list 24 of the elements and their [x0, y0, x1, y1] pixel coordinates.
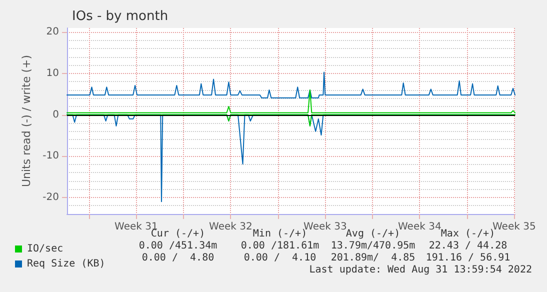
y-tick-label: -20: [42, 192, 59, 203]
legend-label: Req Size (KB): [27, 258, 106, 270]
text: Last update: Wed Aug 31 13:59:54 2022: [309, 264, 532, 276]
text: 191.16 / 56.91: [426, 252, 510, 264]
y-axis-title: Units read (-) / write (+): [20, 54, 33, 188]
text: 0.00 / 4.10: [244, 252, 316, 264]
text: Max (-/+): [440, 228, 496, 240]
x-tick-label: Week 35: [492, 222, 536, 232]
text: 201.89m/ 4.85: [330, 252, 416, 264]
text: 0.00 /451.34m: [138, 240, 218, 252]
text: 0.00 / 4.80: [142, 252, 214, 264]
text: 22.43 / 44.28: [428, 240, 508, 252]
y-tick-label: 20: [46, 26, 59, 38]
y-tick-label: 10: [46, 68, 59, 79]
text: 0.00 /181.61m: [240, 240, 320, 252]
chart-title: IOs - by month: [72, 9, 168, 24]
y-tick-label: 0: [52, 109, 59, 120]
x-tick-label: Week 32: [209, 222, 252, 232]
y-tick-label: -10: [42, 150, 59, 162]
legend-label: IO/sec: [27, 244, 64, 254]
x-tick-label: Week 34: [398, 222, 442, 232]
text: Avg (-/+): [346, 228, 400, 240]
text: Cur (-/+): [150, 228, 206, 240]
text: 13.79m/470.95m: [330, 240, 416, 252]
